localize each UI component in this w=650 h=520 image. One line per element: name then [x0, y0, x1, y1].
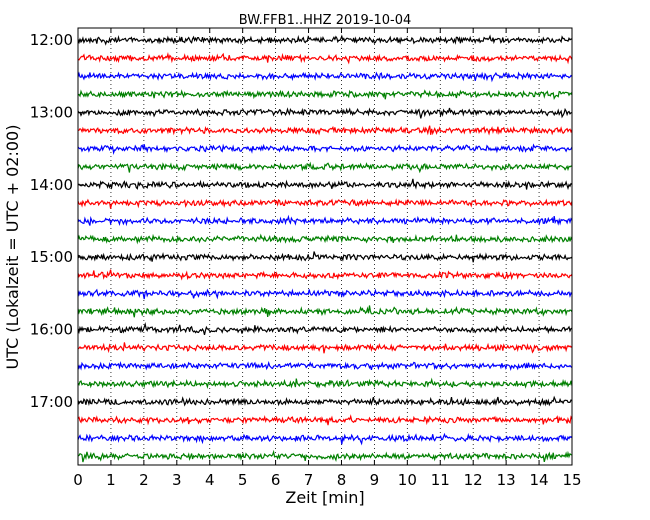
seismic-trace — [77, 71, 573, 83]
x-tick-label: 9 — [370, 471, 380, 489]
seismic-trace — [77, 214, 573, 227]
x-tick-label: 0 — [73, 471, 83, 489]
seismic-trace — [77, 125, 573, 136]
y-axis-label: UTC (Lokalzeit = UTC + 02:00) — [3, 125, 22, 370]
x-tick-label: 10 — [398, 471, 417, 489]
x-tick-label: 8 — [337, 471, 347, 489]
vertical-grid — [110, 28, 540, 465]
seismic-trace — [77, 377, 573, 390]
y-tick-label: 13:00 — [30, 103, 73, 121]
x-tick-label: 2 — [139, 471, 149, 489]
plot-frame — [77, 27, 573, 466]
x-tick-label: 4 — [205, 471, 215, 489]
x-tick-label: 5 — [238, 471, 248, 489]
y-tick-label: 17:00 — [30, 393, 73, 411]
y-tick-label: 15:00 — [30, 248, 73, 266]
seismic-trace — [77, 233, 573, 245]
seismic-trace — [77, 178, 573, 191]
seismic-trace — [77, 449, 573, 463]
x-tick-label: 3 — [172, 471, 182, 489]
x-tick-label: 14 — [530, 471, 549, 489]
x-tick-label: 7 — [304, 471, 314, 489]
x-tick-label: 1 — [106, 471, 116, 489]
seismic-trace — [77, 269, 573, 281]
seismic-trace — [77, 51, 573, 65]
seismic-trace — [77, 288, 573, 300]
y-axis: 12:00 13:00 14:00 15:00 16:00 17:00 — [30, 31, 83, 411]
seismic-trace — [77, 305, 573, 318]
y-tick-label: 12:00 — [30, 31, 73, 49]
x-tick-label: 6 — [271, 471, 281, 489]
x-tick-label: 13 — [497, 471, 516, 489]
seismic-trace — [77, 107, 573, 119]
seismic-trace — [77, 414, 573, 426]
x-tick-label: 12 — [464, 471, 483, 489]
seismic-trace — [77, 198, 573, 209]
seismic-trace — [77, 322, 573, 336]
seismic-trace — [77, 395, 573, 407]
seismic-trace — [77, 143, 573, 155]
x-axis: 0 1 2 3 4 5 6 7 8 9 10 11 12 13 14 15 — [73, 28, 582, 489]
seismic-trace — [77, 342, 573, 354]
x-tick-label: 11 — [431, 471, 450, 489]
y-tick-label: 14:00 — [30, 176, 73, 194]
seismic-trace — [77, 34, 573, 46]
y-tick-label: 16:00 — [30, 321, 73, 339]
seismic-trace — [77, 432, 573, 446]
seismic-trace — [77, 360, 573, 372]
seismic-trace — [77, 251, 573, 263]
chart-title: BW.FFB1..HHZ 2019-10-04 — [239, 13, 412, 28]
seismic-trace — [77, 161, 573, 174]
x-axis-label: Zeit [min] — [285, 488, 364, 507]
trace-group — [77, 34, 573, 463]
seismic-trace — [77, 89, 573, 100]
x-tick-label: 15 — [562, 471, 581, 489]
